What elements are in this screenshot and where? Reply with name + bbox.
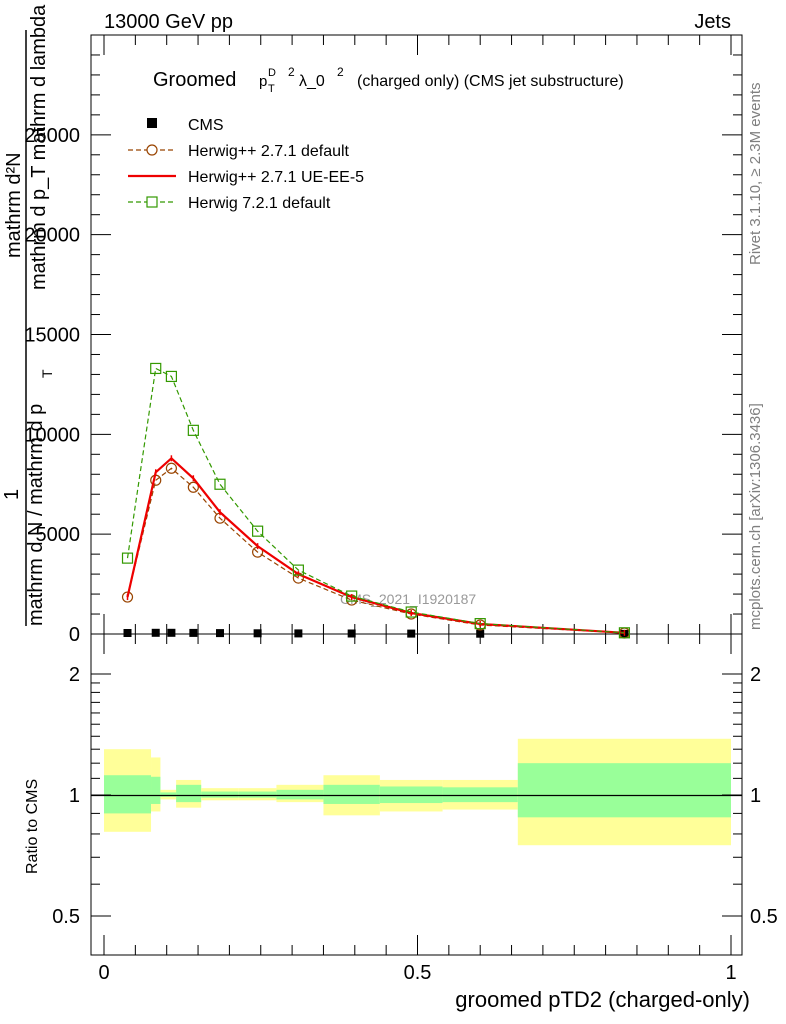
main-axis-ticks: 0 5000 10000 15000 20000 25000 [24, 54, 742, 646]
ratio-band-green [104, 775, 152, 814]
series-line-1 [126, 467, 625, 634]
main-ytick-label: 20000 [24, 225, 80, 247]
ratio-band-green [276, 789, 324, 800]
cms-data-point [294, 629, 303, 638]
herwig7-point [292, 564, 304, 576]
ratio-band-green [323, 784, 380, 804]
legend-marker-square [146, 196, 158, 208]
mcplots-label: mcplots.cern.ch [arXiv:1306.3436] [747, 403, 764, 630]
cms-data-point [407, 629, 416, 638]
svg-text:T: T [39, 369, 55, 378]
series-layer [121, 362, 631, 639]
y-axis-label-ratio: Ratio to CMS [24, 779, 41, 874]
header-left: 13000 GeV pp [104, 11, 233, 33]
legend-marker-circle [146, 144, 158, 156]
legend: CMS Herwig++ 2.7.1 default Herwig++ 2.7.1 … [128, 117, 364, 212]
x-tick-label: 0.5 [404, 962, 432, 984]
herwig7-point [474, 618, 486, 630]
x-tick-label: 1 [725, 962, 736, 984]
herwig7-point [187, 424, 199, 436]
ratio-band-green [176, 784, 202, 803]
ratio-band-green [160, 792, 177, 797]
cms-data-point [347, 629, 356, 638]
legend-marker-cms [147, 118, 157, 128]
legend-entry: Herwig++ 2.7.1 UE-EE-5 [128, 169, 364, 186]
ratio-band-green [517, 763, 731, 818]
svg-text:Groomed: Groomed [153, 69, 236, 91]
svg-text:mathrm d²N: mathrm d²N [3, 152, 25, 258]
herwig7-point [165, 370, 178, 383]
ratio-band-green [442, 787, 518, 803]
ratio-axis-ticks: 0.5 0.5 1 1 2 2 [52, 664, 778, 928]
ratio-ytick-label-right: 2 [750, 664, 761, 686]
svg-text:2: 2 [288, 65, 295, 79]
cms-data-point [151, 628, 160, 637]
svg-text:mathrm d N / mathrm d p: mathrm d N / mathrm d p [25, 404, 47, 626]
ratio-ytick-label: 2 [69, 664, 80, 686]
cms-data-point [215, 629, 224, 638]
svg-text:1: 1 [1, 489, 23, 500]
ratio-bands [104, 738, 731, 846]
herwig7-point [252, 525, 264, 537]
main-ytick-label: 5000 [36, 524, 81, 546]
herwig7-point [150, 362, 162, 375]
svg-text:D: D [268, 67, 276, 79]
main-ytick-label: 25000 [24, 125, 80, 147]
ratio-ytick-label-right: 0.5 [750, 906, 778, 928]
svg-text:p: p [259, 73, 267, 90]
plot-title: Groomed p D T 2 λ_0 2 (charged only) (CM… [153, 65, 624, 95]
svg-text:T: T [268, 83, 275, 95]
ratio-band-green [238, 791, 277, 798]
herwig-default-point [187, 481, 199, 493]
main-ytick-label: 0 [69, 624, 80, 646]
svg-text:(charged only) (CMS jet substr: (charged only) (CMS jet substructure) [357, 73, 624, 90]
cms-data-point [253, 629, 262, 638]
x-tick-label: 0 [98, 962, 109, 984]
svg-text:λ_0: λ_0 [299, 73, 325, 90]
ratio-ytick-label-right: 1 [750, 785, 761, 807]
main-ytick-label: 15000 [24, 325, 80, 347]
header-right: Jets [694, 11, 731, 33]
x-axis-label: groomed pTD2 (charged-only) [455, 987, 750, 1012]
legend-label: Herwig++ 2.7.1 default [188, 143, 350, 160]
legend-label: CMS [188, 117, 224, 134]
herwig7-point [346, 590, 358, 602]
x-axis-ticks: 0 0.5 1 [98, 35, 737, 984]
legend-entry: CMS [147, 117, 224, 134]
herwig7-point [405, 606, 417, 618]
ratio-band-green [379, 786, 443, 804]
svg-text:2: 2 [337, 65, 344, 79]
cms-data-point [189, 628, 198, 637]
ratio-ytick-label: 1 [69, 785, 80, 807]
svg-text:mathrm d p_T mathrm d lambda: mathrm d p_T mathrm d lambda [28, 4, 50, 290]
legend-entry: Herwig++ 2.7.1 default [128, 143, 350, 160]
cms-data-point [476, 629, 485, 638]
ratio-band-green [201, 791, 239, 798]
legend-label: Herwig++ 2.7.1 UE-EE-5 [188, 169, 364, 186]
legend-label: Herwig 7.2.1 default [188, 195, 331, 212]
main-ytick-label: 10000 [24, 424, 80, 446]
y-axis-label-main: mathrm d²N mathrm d p_T mathrm d lambda … [1, 4, 55, 626]
herwig-default-point [165, 462, 178, 474]
legend-entry: Herwig 7.2.1 default [128, 195, 331, 212]
ratio-ytick-label: 0.5 [52, 906, 80, 928]
herwig7-point [618, 627, 631, 639]
herwig7-point [121, 552, 134, 564]
herwig7-point [214, 478, 226, 490]
rivet-version-label: Rivet 3.1.10, ≥ 2.3M events [747, 83, 764, 266]
ratio-band-green [151, 776, 161, 804]
cms-data-point [123, 629, 132, 638]
cms-data-point [167, 628, 176, 637]
